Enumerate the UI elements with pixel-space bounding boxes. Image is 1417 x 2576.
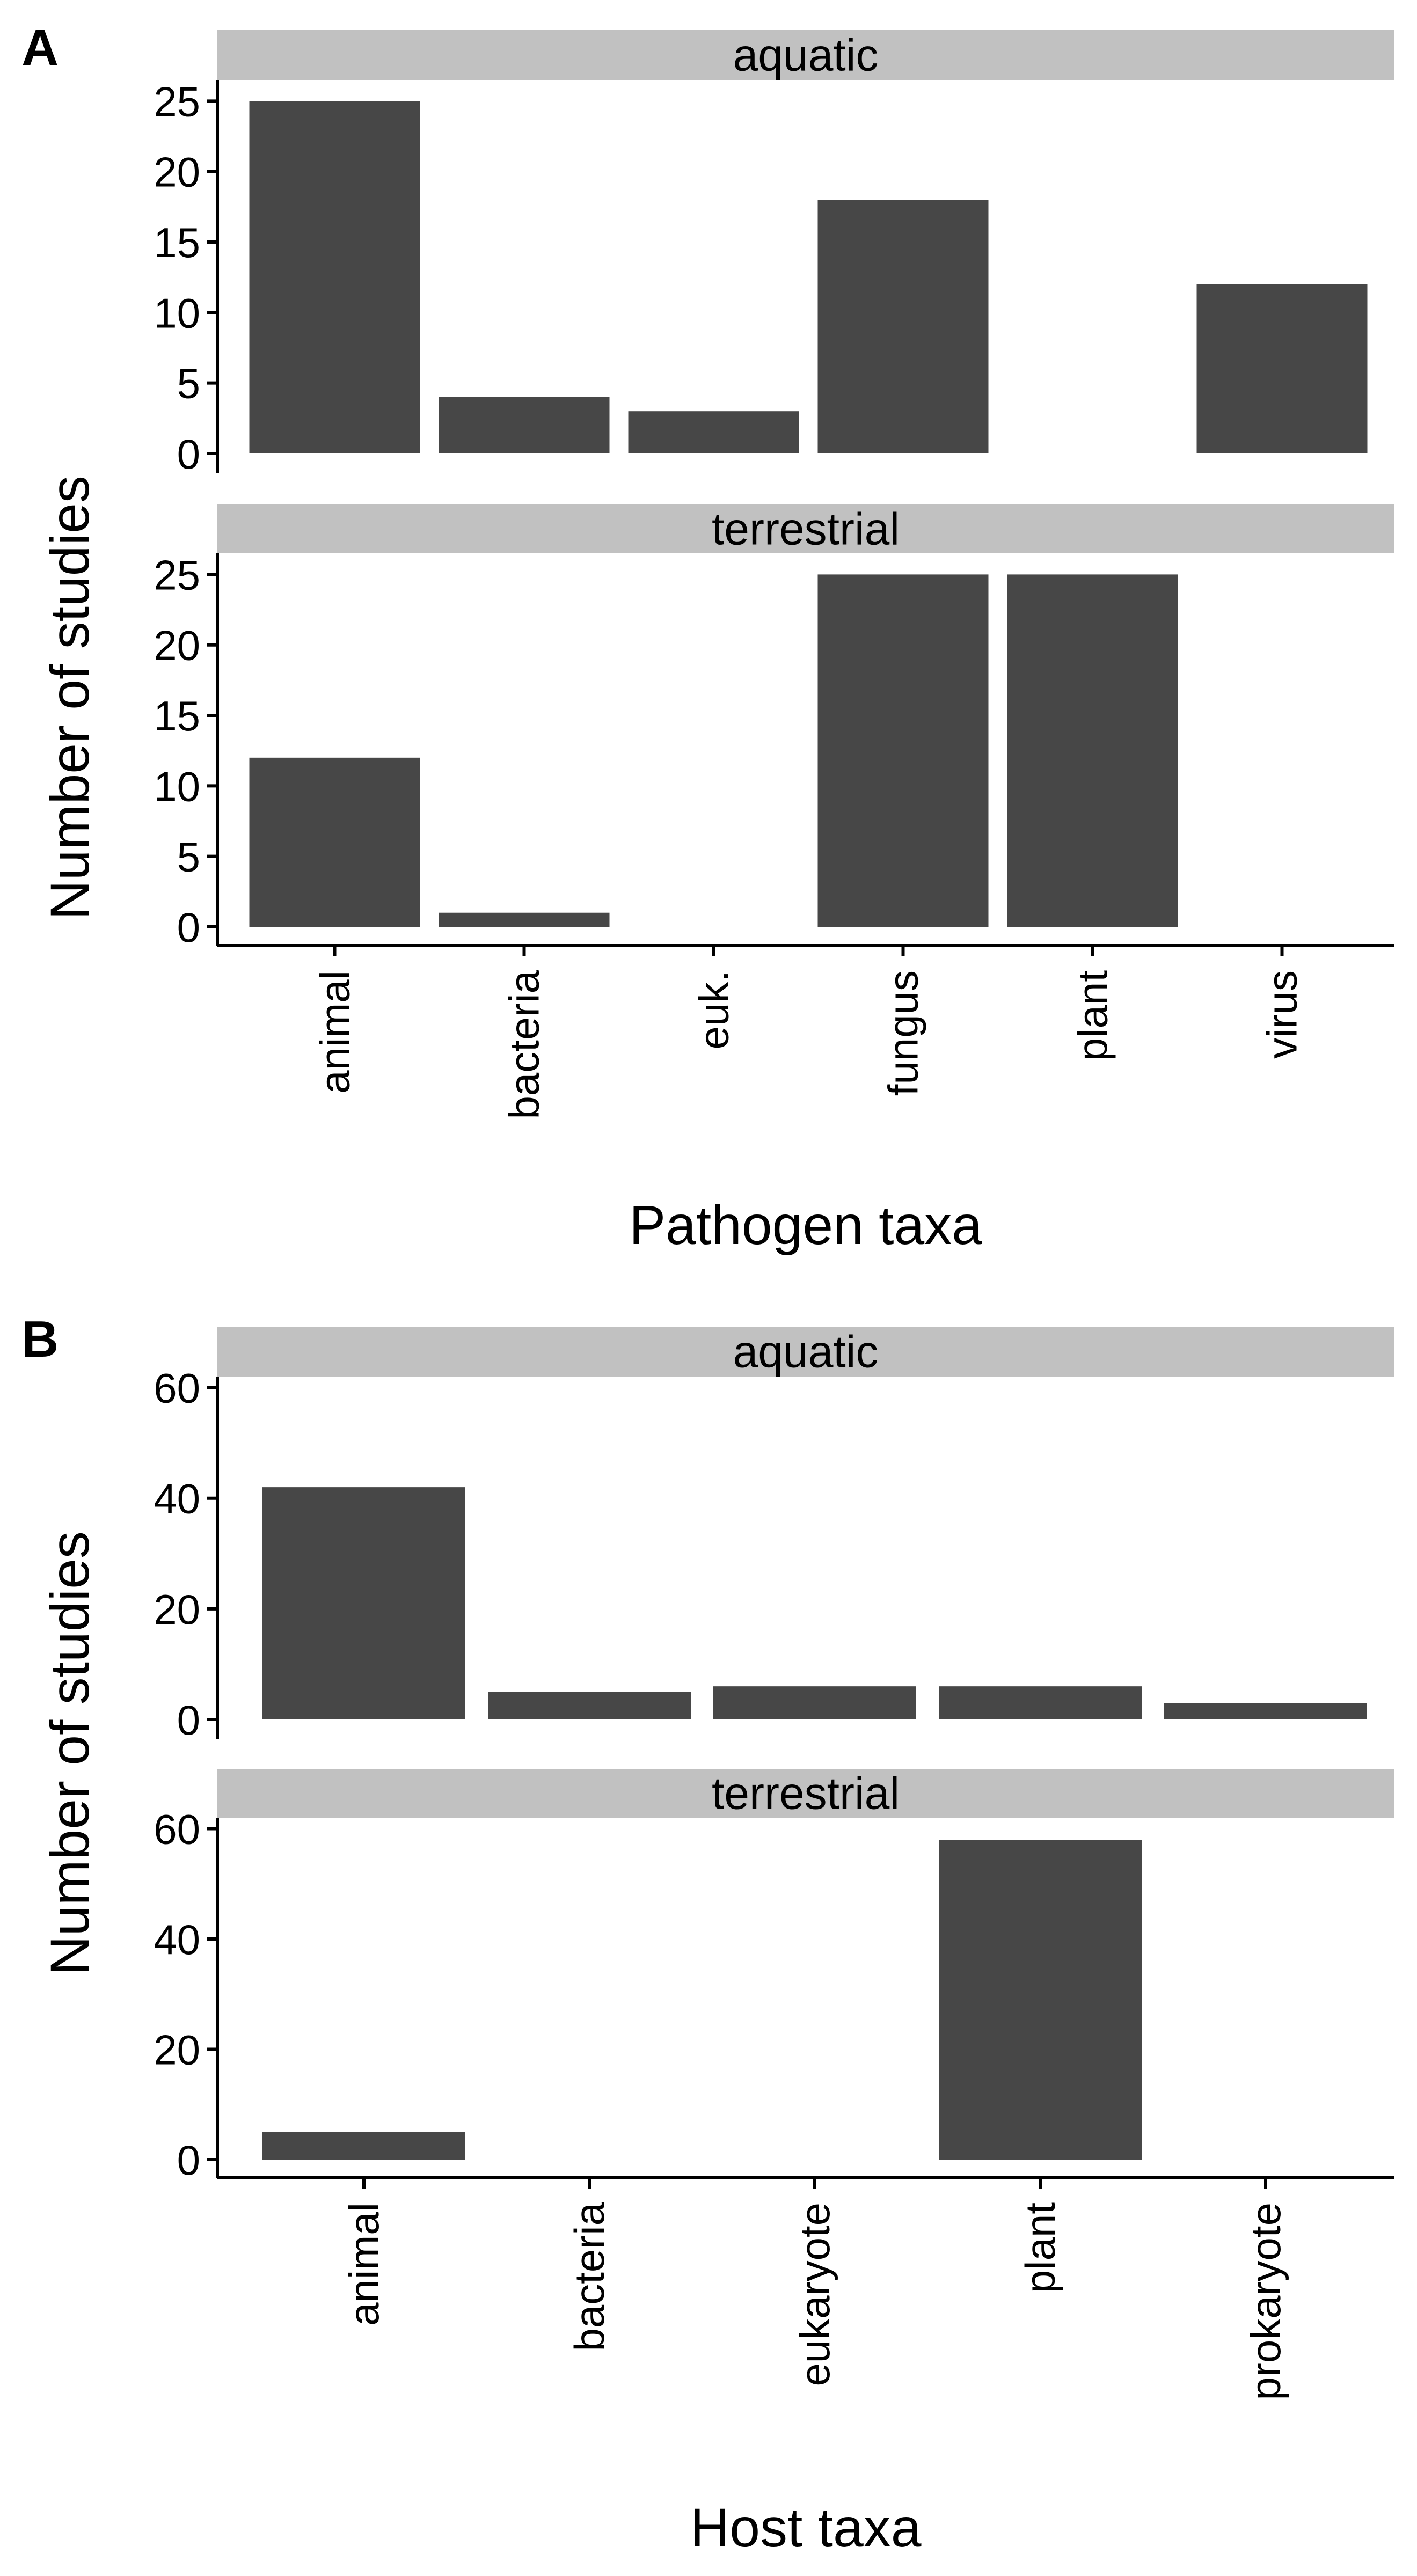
panel-label: A [21, 19, 59, 77]
x-tick-label: prokaryote [1242, 2202, 1289, 2401]
bar-aquatic-euk [628, 411, 799, 453]
x-tick-label: eukaryote [791, 2202, 838, 2387]
bar-aquatic-bacteria [439, 397, 610, 453]
y-tick-label: 60 [154, 1365, 200, 1412]
facet-aquatic: aquatic 0 20 40 60 [154, 1327, 1394, 1744]
facet-terrestrial: terrestrial 0 20 40 60 animal bacteria eukaryot… [154, 1768, 1394, 2401]
y-tick-label: 25 [154, 78, 200, 125]
bar-aquatic-bacteria [488, 1692, 691, 1719]
facet-terrestrial: terrestrial 0 5 10 15 20 25 animal bacteria euk. f… [154, 504, 1394, 1119]
facet-strip [217, 504, 1394, 553]
bar-terrestrial-plant [939, 1840, 1142, 2160]
bar-aquatic-plant [939, 1686, 1142, 1719]
y-tick-label: 10 [154, 289, 200, 336]
y-tick-label: 40 [154, 1916, 200, 1963]
y-tick-label: 5 [177, 833, 200, 881]
y-tick-label: 15 [154, 692, 200, 740]
facet-strip-label: terrestrial [712, 504, 900, 554]
x-tick-label: animal [340, 2202, 388, 2326]
x-tick-label: fungus [880, 970, 927, 1096]
facet-strip-label: terrestrial [712, 1768, 900, 1819]
y-axis-title: Number of studies [39, 1531, 100, 1975]
y-tick-label: 40 [154, 1475, 200, 1523]
y-tick-label: 0 [177, 1696, 200, 1744]
bar-aquatic-virus [1196, 284, 1368, 453]
y-tick-label: 25 [154, 551, 200, 598]
bar-aquatic-fungus [817, 200, 989, 453]
bar-aquatic-animal [262, 1487, 465, 1719]
y-tick-label: 0 [177, 430, 200, 478]
bar-aquatic-animal [249, 101, 420, 453]
y-axis-title: Number of studies [39, 475, 100, 920]
facet-aquatic: aquatic 0 5 10 15 20 25 [154, 30, 1394, 478]
bar-terrestrial-fungus [817, 574, 989, 927]
bar-terrestrial-plant [1007, 574, 1178, 927]
facet-strip-label: aquatic [733, 1327, 879, 1377]
y-tick-label: 0 [177, 2136, 200, 2184]
facet-strip [217, 1769, 1394, 1818]
x-tick-label: animal [311, 970, 359, 1094]
facet-strip-label: aquatic [733, 30, 879, 80]
x-tick-label: euk. [690, 970, 737, 1049]
y-tick-label: 5 [177, 360, 200, 407]
facet-strip [217, 1327, 1394, 1377]
y-tick-label: 10 [154, 763, 200, 810]
x-axis-title: Pathogen taxa [629, 1195, 982, 1256]
x-tick-label: bacteria [501, 970, 548, 1119]
bar-terrestrial-bacteria [439, 912, 610, 927]
bar-terrestrial-animal [249, 757, 420, 927]
x-tick-label: bacteria [566, 2202, 613, 2351]
facet-strip [217, 30, 1394, 80]
x-tick-label: plant [1017, 2202, 1064, 2293]
x-axis-title: Host taxa [690, 2497, 922, 2558]
x-tick-label: virus [1259, 970, 1306, 1059]
bar-terrestrial-animal [262, 2132, 465, 2160]
y-tick-label: 20 [154, 2026, 200, 2074]
x-tick-label: plant [1069, 970, 1116, 1061]
panel-label: B [21, 1311, 59, 1368]
bar-aquatic-prokaryote [1164, 1703, 1367, 1719]
y-tick-label: 20 [154, 149, 200, 196]
y-tick-label: 20 [154, 622, 200, 669]
y-tick-label: 20 [154, 1586, 200, 1633]
bar-aquatic-eukaryote [713, 1686, 916, 1719]
y-tick-label: 15 [154, 219, 200, 266]
y-tick-label: 0 [177, 904, 200, 951]
y-tick-label: 60 [154, 1806, 200, 1853]
